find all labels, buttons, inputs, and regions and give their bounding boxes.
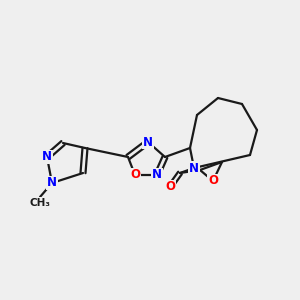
Text: O: O [208, 175, 218, 188]
Text: N: N [42, 151, 52, 164]
Text: O: O [165, 181, 175, 194]
Text: N: N [152, 169, 162, 182]
Text: CH₃: CH₃ [29, 198, 50, 208]
Text: N: N [143, 136, 153, 148]
Text: O: O [130, 169, 140, 182]
Text: N: N [189, 161, 199, 175]
Text: N: N [47, 176, 57, 190]
